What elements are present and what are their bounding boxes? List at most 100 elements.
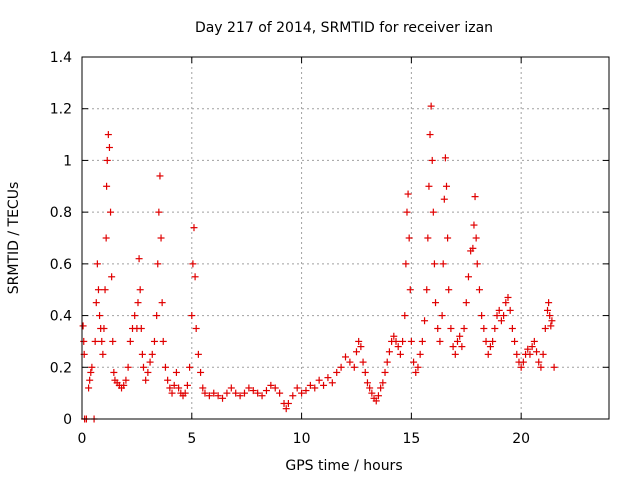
data-point — [136, 286, 144, 294]
data-point — [472, 234, 480, 242]
data-point — [372, 397, 380, 405]
data-point — [502, 299, 510, 307]
data-point — [102, 234, 110, 242]
data-point — [223, 389, 231, 397]
data-point — [524, 345, 532, 353]
data-point — [219, 394, 227, 402]
data-point — [438, 312, 446, 320]
data-point — [361, 368, 369, 376]
data-point — [197, 368, 205, 376]
data-point — [546, 312, 554, 320]
data-point — [541, 325, 549, 332]
data-point — [495, 306, 503, 314]
data-point — [406, 286, 414, 294]
data-point — [444, 234, 452, 242]
chart-title: Day 217 of 2014, SRMTID for receiver iza… — [195, 20, 493, 36]
data-point — [493, 312, 501, 320]
x-axis-label: GPS time / hours — [285, 458, 402, 474]
data-point — [439, 260, 447, 268]
data-point — [368, 389, 376, 397]
data-point — [254, 389, 262, 397]
data-point — [427, 102, 435, 110]
data-point — [159, 337, 167, 345]
data-point — [134, 299, 142, 307]
data-point — [262, 387, 270, 395]
data-point — [394, 343, 402, 351]
data-point — [103, 156, 111, 164]
y-tick-label: 0 — [63, 412, 72, 428]
y-tick-label: 0.2 — [50, 360, 72, 376]
data-point — [478, 312, 486, 320]
data-point — [210, 389, 218, 397]
data-point — [100, 325, 108, 332]
data-point — [181, 389, 189, 397]
data-point — [469, 244, 477, 252]
data-point — [154, 260, 162, 268]
data-point — [101, 286, 109, 294]
data-point — [491, 325, 499, 332]
data-point — [166, 384, 174, 392]
data-point — [148, 350, 156, 358]
data-point — [355, 337, 363, 345]
data-point — [402, 260, 410, 268]
y-tick-label: 0.6 — [50, 257, 72, 273]
data-point — [430, 260, 438, 268]
data-point — [80, 337, 88, 345]
data-point — [96, 312, 104, 320]
data-point — [258, 392, 266, 400]
plot-frame — [81, 56, 610, 420]
data-point — [199, 384, 207, 392]
data-point — [110, 368, 118, 376]
x-tick-label: 0 — [78, 431, 87, 447]
data-point — [539, 350, 547, 358]
data-point — [513, 350, 521, 358]
data-point — [87, 368, 95, 376]
data-points — [79, 102, 558, 423]
data-point — [416, 350, 424, 358]
data-point — [412, 368, 420, 376]
data-point — [249, 387, 257, 395]
data-point — [363, 379, 371, 387]
data-point — [324, 374, 332, 382]
data-point — [445, 286, 453, 294]
data-point — [107, 208, 115, 216]
data-point — [352, 348, 360, 356]
data-point — [267, 381, 275, 389]
data-point — [153, 312, 161, 320]
data-point — [333, 368, 341, 376]
data-point — [453, 337, 461, 345]
data-point — [201, 389, 209, 397]
data-point — [175, 384, 183, 392]
data-point — [240, 389, 248, 397]
data-point — [548, 317, 556, 325]
data-point — [103, 182, 111, 190]
data-point — [471, 193, 479, 201]
data-point — [144, 368, 152, 376]
data-point — [480, 325, 488, 332]
data-point — [350, 363, 358, 371]
data-point — [404, 190, 412, 198]
data-point — [434, 325, 442, 332]
data-point — [92, 299, 100, 307]
data-point — [85, 384, 93, 392]
data-point — [282, 405, 290, 413]
data-point — [271, 384, 279, 392]
x-tick-label: 5 — [187, 431, 196, 447]
x-tick-label: 20 — [512, 431, 530, 447]
data-point — [421, 317, 429, 325]
data-point — [276, 389, 284, 397]
data-point — [99, 350, 107, 358]
data-point — [155, 208, 163, 216]
data-point — [131, 312, 139, 320]
data-point — [414, 363, 422, 371]
data-point — [432, 299, 440, 307]
data-point — [342, 353, 349, 361]
data-point — [385, 348, 393, 356]
data-point — [441, 154, 449, 162]
data-point — [158, 299, 166, 307]
data-point — [188, 312, 196, 320]
data-point — [139, 363, 147, 371]
data-point — [150, 337, 158, 345]
data-point — [423, 286, 431, 294]
